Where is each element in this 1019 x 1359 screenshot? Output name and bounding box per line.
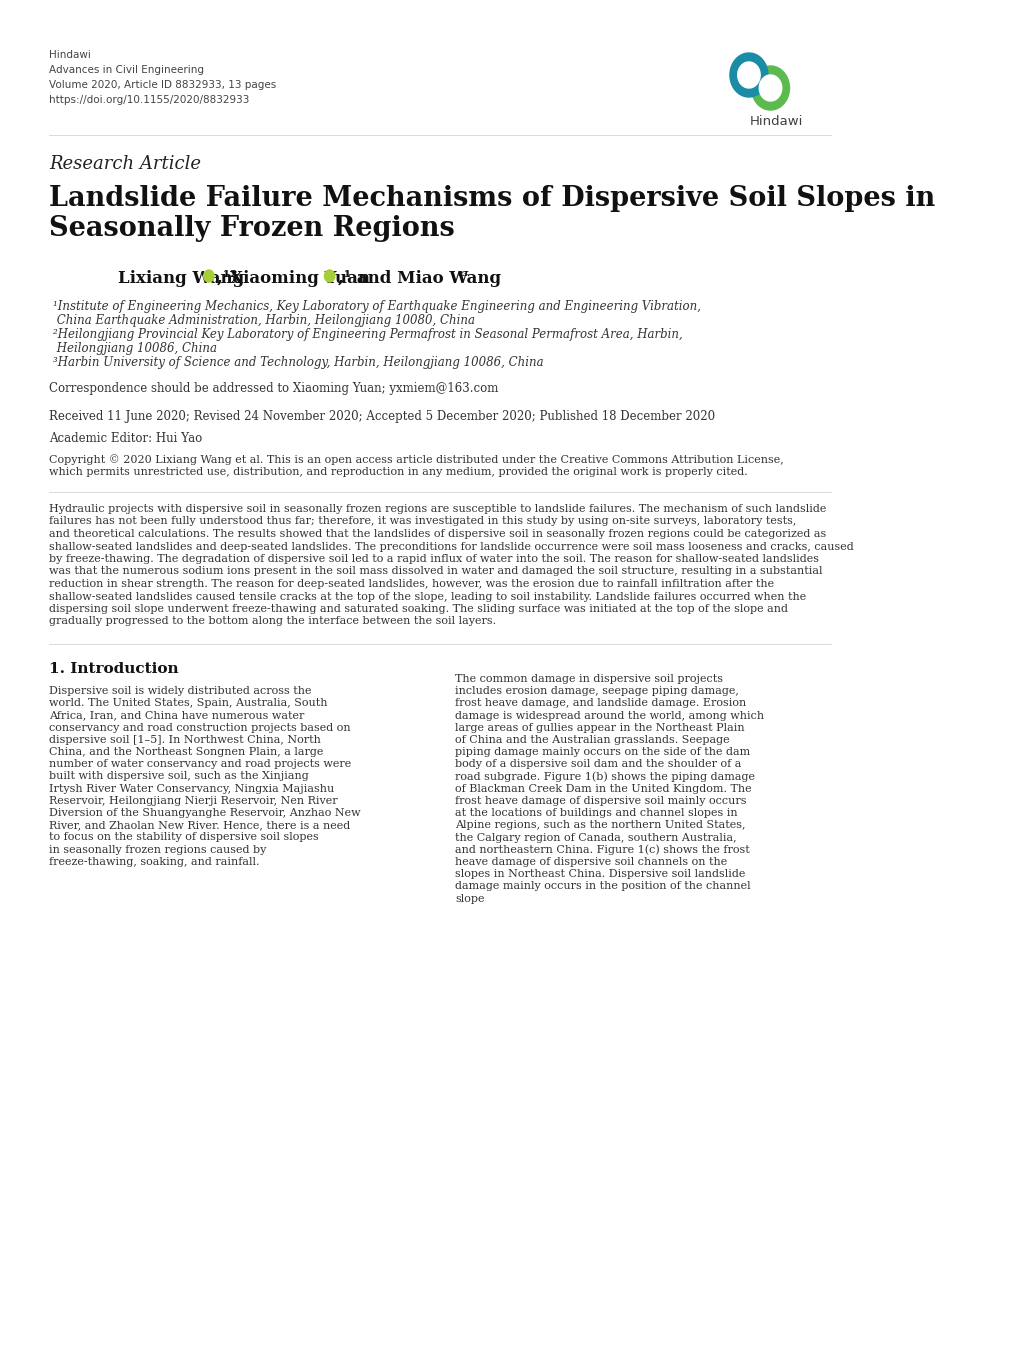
Text: heave damage of dispersive soil channels on the: heave damage of dispersive soil channels…: [454, 858, 727, 867]
Text: Africa, Iran, and China have numerous water: Africa, Iran, and China have numerous wa…: [49, 711, 305, 720]
Text: large areas of gullies appear in the Northeast Plain: large areas of gullies appear in the Nor…: [454, 723, 744, 733]
Text: Copyright © 2020 Lixiang Wang et al. This is an open access article distributed : Copyright © 2020 Lixiang Wang et al. Thi…: [49, 454, 784, 465]
Text: Hindawi: Hindawi: [749, 116, 802, 128]
Text: Received 11 June 2020; Revised 24 November 2020; Accepted 5 December 2020; Publi: Received 11 June 2020; Revised 24 Novemb…: [49, 410, 714, 423]
Text: slope: slope: [454, 894, 484, 904]
Text: iD: iD: [206, 273, 212, 279]
Text: The common damage in dispersive soil projects: The common damage in dispersive soil pro…: [454, 674, 722, 684]
Text: China Earthquake Administration, Harbin, Heilongjiang 10080, China: China Earthquake Administration, Harbin,…: [53, 314, 475, 328]
Text: Heilongjiang 10086, China: Heilongjiang 10086, China: [53, 342, 217, 355]
Text: River, and Zhaolan New River. Hence, there is a need: River, and Zhaolan New River. Hence, the…: [49, 821, 351, 830]
Text: ,¹ and Miao Wang: ,¹ and Miao Wang: [338, 270, 501, 287]
Text: frost heave damage of dispersive soil mainly occurs: frost heave damage of dispersive soil ma…: [454, 796, 746, 806]
Text: iD: iD: [326, 273, 332, 279]
Text: Seasonally Frozen Regions: Seasonally Frozen Regions: [49, 215, 454, 242]
Text: world. The United States, Spain, Australia, South: world. The United States, Spain, Austral…: [49, 699, 327, 708]
Text: damage mainly occurs in the position of the channel: damage mainly occurs in the position of …: [454, 882, 750, 892]
Text: road subgrade. Figure 1(b) shows the piping damage: road subgrade. Figure 1(b) shows the pip…: [454, 772, 754, 783]
Text: Correspondence should be addressed to Xiaoming Yuan; yxmiem@163.com: Correspondence should be addressed to Xi…: [49, 382, 498, 395]
Text: frost heave damage, and landslide damage. Erosion: frost heave damage, and landslide damage…: [454, 699, 746, 708]
Text: Hydraulic projects with dispersive soil in seasonally frozen regions are suscept: Hydraulic projects with dispersive soil …: [49, 504, 825, 514]
Text: of China and the Australian grasslands. Seepage: of China and the Australian grasslands. …: [454, 735, 729, 745]
Text: ²Heilongjiang Provincial Key Laboratory of Engineering Permafrost in Seasonal Pe: ²Heilongjiang Provincial Key Laboratory …: [53, 328, 683, 341]
Text: number of water conservancy and road projects were: number of water conservancy and road pro…: [49, 760, 352, 769]
Text: dispersing soil slope underwent freeze-thawing and saturated soaking. The slidin: dispersing soil slope underwent freeze-t…: [49, 603, 788, 614]
Polygon shape: [751, 67, 789, 110]
Text: failures has not been fully understood thus far; therefore, it was investigated : failures has not been fully understood t…: [49, 516, 796, 526]
Text: Dispersive soil is widely distributed across the: Dispersive soil is widely distributed ac…: [49, 686, 312, 696]
Text: which permits unrestricted use, distribution, and reproduction in any medium, pr: which permits unrestricted use, distribu…: [49, 467, 747, 477]
Text: China, and the Northeast Songnen Plain, a large: China, and the Northeast Songnen Plain, …: [49, 747, 323, 757]
Text: and northeastern China. Figure 1(c) shows the frost: and northeastern China. Figure 1(c) show…: [454, 845, 749, 855]
Text: ³Harbin University of Science and Technology, Harbin, Heilongjiang 10086, China: ³Harbin University of Science and Techno…: [53, 356, 543, 370]
Text: damage is widespread around the world, among which: damage is widespread around the world, a…: [454, 711, 763, 720]
Circle shape: [324, 270, 334, 283]
Text: shallow-seated landslides and deep-seated landslides. The preconditions for land: shallow-seated landslides and deep-seate…: [49, 541, 853, 552]
Text: of Blackman Creek Dam in the United Kingdom. The: of Blackman Creek Dam in the United King…: [454, 784, 751, 794]
Text: Diversion of the Shuangyanghe Reservoir, Anzhao New: Diversion of the Shuangyanghe Reservoir,…: [49, 809, 361, 818]
Text: Advances in Civil Engineering: Advances in Civil Engineering: [49, 65, 204, 75]
Text: Xiaoming Yuan: Xiaoming Yuan: [230, 270, 370, 287]
Polygon shape: [758, 75, 781, 101]
Text: dispersive soil [1–5]. In Northwest China, North: dispersive soil [1–5]. In Northwest Chin…: [49, 735, 321, 745]
Text: the Calgary region of Canada, southern Australia,: the Calgary region of Canada, southern A…: [454, 833, 736, 843]
Text: piping damage mainly occurs on the side of the dam: piping damage mainly occurs on the side …: [454, 747, 750, 757]
Text: freeze-thawing, soaking, and rainfall.: freeze-thawing, soaking, and rainfall.: [49, 856, 260, 867]
Text: body of a dispersive soil dam and the shoulder of a: body of a dispersive soil dam and the sh…: [454, 760, 741, 769]
Text: Irtysh River Water Conservancy, Ningxia Majiashu: Irtysh River Water Conservancy, Ningxia …: [49, 784, 334, 794]
Text: Reservoir, Heilongjiang Nierji Reservoir, Nen River: Reservoir, Heilongjiang Nierji Reservoir…: [49, 796, 337, 806]
Text: was that the numerous sodium ions present in the soil mass dissolved in water an: was that the numerous sodium ions presen…: [49, 567, 822, 576]
Text: ,¹²: ,¹²: [217, 270, 244, 287]
Text: and theoretical calculations. The results showed that the landslides of dispersi: and theoretical calculations. The result…: [49, 529, 825, 540]
Text: ¹Institute of Engineering Mechanics, Key Laboratory of Earthquake Engineering an: ¹Institute of Engineering Mechanics, Key…: [53, 300, 701, 313]
Text: by freeze-thawing. The degradation of dispersive soil led to a rapid influx of w: by freeze-thawing. The degradation of di…: [49, 554, 818, 564]
Text: Hindawi: Hindawi: [49, 50, 91, 60]
Text: conservancy and road construction projects based on: conservancy and road construction projec…: [49, 723, 351, 733]
Text: reduction in shear strength. The reason for deep-seated landslides, however, was: reduction in shear strength. The reason …: [49, 579, 773, 588]
Text: Landslide Failure Mechanisms of Dispersive Soil Slopes in: Landslide Failure Mechanisms of Dispersi…: [49, 185, 934, 212]
Text: https://doi.org/10.1155/2020/8832933: https://doi.org/10.1155/2020/8832933: [49, 95, 250, 105]
Text: Academic Editor: Hui Yao: Academic Editor: Hui Yao: [49, 432, 202, 444]
Text: at the locations of buildings and channel slopes in: at the locations of buildings and channe…: [454, 809, 737, 818]
Text: Lixiang Wang: Lixiang Wang: [118, 270, 245, 287]
Text: 1. Introduction: 1. Introduction: [49, 662, 178, 675]
Polygon shape: [730, 53, 767, 96]
Text: built with dispersive soil, such as the Xinjiang: built with dispersive soil, such as the …: [49, 772, 309, 781]
Text: Research Article: Research Article: [49, 155, 201, 173]
Text: Alpine regions, such as the northern United States,: Alpine regions, such as the northern Uni…: [454, 821, 745, 830]
Text: slopes in Northeast China. Dispersive soil landslide: slopes in Northeast China. Dispersive so…: [454, 870, 745, 879]
Text: includes erosion damage, seepage piping damage,: includes erosion damage, seepage piping …: [454, 686, 739, 696]
Circle shape: [204, 270, 214, 283]
Text: gradually progressed to the bottom along the interface between the soil layers.: gradually progressed to the bottom along…: [49, 617, 496, 626]
Text: ²³: ²³: [457, 270, 468, 283]
Text: Volume 2020, Article ID 8832933, 13 pages: Volume 2020, Article ID 8832933, 13 page…: [49, 80, 276, 90]
Text: in seasonally frozen regions caused by: in seasonally frozen regions caused by: [49, 844, 266, 855]
Text: to focus on the stability of dispersive soil slopes: to focus on the stability of dispersive …: [49, 833, 319, 843]
Polygon shape: [737, 63, 759, 88]
Text: shallow-seated landslides caused tensile cracks at the top of the slope, leading: shallow-seated landslides caused tensile…: [49, 591, 806, 602]
